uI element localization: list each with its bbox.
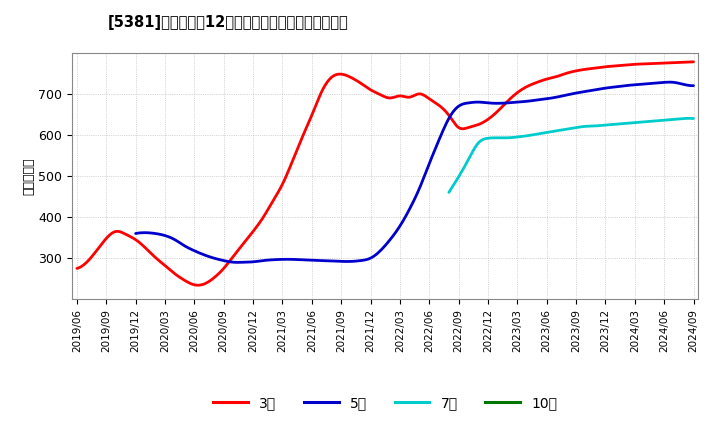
Y-axis label: （百万円）: （百万円） (22, 157, 35, 195)
Text: [5381]　経常利益12か月移動合計の標準偏差の推移: [5381] 経常利益12か月移動合計の標準偏差の推移 (108, 15, 348, 30)
Legend: 3年, 5年, 7年, 10年: 3年, 5年, 7年, 10年 (207, 390, 563, 415)
